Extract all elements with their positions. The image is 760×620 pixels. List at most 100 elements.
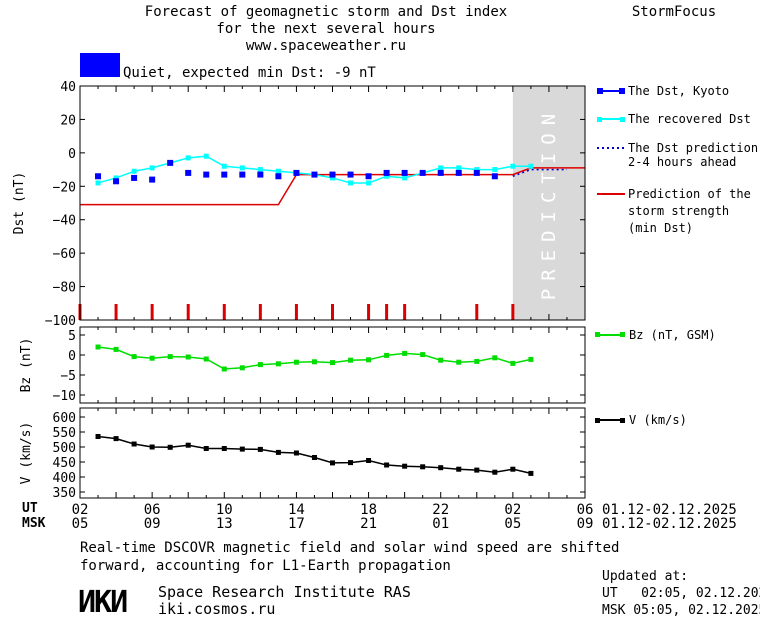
ut-tick-label: 06 [144,502,161,518]
dst-kyoto-point [401,169,408,176]
speed-point [492,469,498,475]
bz-y-tick-label: 5 [68,329,76,344]
legend-storm-label-1: Prediction of the [628,187,751,201]
msk-tick-label: 21 [360,516,377,532]
bz-point [239,365,245,371]
dst-y-tick-label: −40 [53,214,76,229]
speed-point [95,434,101,439]
dst-y-tick-label: 0 [68,147,76,162]
dst-panel: PREDICTION 40 20 0 −20 −40 −60 −80 −100 Dst (nT… [12,80,586,329]
bz-point [330,360,335,366]
dst-axis-label: Dst (nT) [12,172,27,235]
institute-site[interactable]: iki.cosmos.ru [158,600,275,618]
dst-kyoto-point [131,174,138,181]
status-label: Quiet, expected min Dst: -9 nT [123,65,376,81]
bz-point [203,356,209,362]
dst-kyoto-point [149,176,156,183]
dst-kyoto-point [257,171,264,178]
ut-tick-label: 22 [432,502,449,518]
dst-kyoto-point [347,171,354,178]
dst-recovered-point [438,165,444,171]
dst-recovered-point [149,165,155,171]
bz-point [402,350,408,356]
footer-note-line1: Real-time DSCOVR magnetic field and sola… [80,540,619,556]
msk-tick-label: 09 [577,516,594,532]
bz-point [275,361,281,367]
bz-point [293,359,299,365]
ut-tick-label: 14 [288,502,305,518]
status-color-swatch [80,53,120,77]
legend-dst-recovered-label: The recovered Dst [628,112,751,126]
dst-y-tick-label: −60 [53,247,76,262]
dst-recovered-point [95,180,101,186]
speed-point [384,462,390,468]
source-url[interactable]: www.spaceweather.ru [246,38,406,54]
legend-dst-kyoto-label: The Dst, Kyoto [628,84,729,98]
legend-item-dst-prediction: The Dst prediction 2-4 hours ahead [597,141,758,169]
dst-recovered-point [456,165,462,171]
bz-point [366,357,372,363]
speed-point [438,465,444,471]
legend-storm-label-3: (min Dst) [628,221,693,235]
dst-kyoto-point [239,171,246,178]
dst-recovered-point [113,175,119,181]
dst-kyoto-point [311,171,318,178]
bz-panel: 5 0 −5 −10 Bz (nT) [19,326,586,404]
bz-point [492,355,498,361]
speed-point [257,446,263,452]
speed-point [510,466,516,472]
brand-name: StormFocus [632,4,716,20]
bz-point [185,354,191,360]
msk-tick-label: 05 [72,516,89,532]
bz-axis-label: Bz (nT) [19,338,34,393]
dst-kyoto-point [203,171,210,178]
dst-kyoto-point [455,169,462,176]
dst-legend: The Dst, Kyoto The recovered Dst The Dst… [597,84,758,235]
speed-point [330,460,335,466]
iki-logo: ИКИ [78,585,127,620]
speed-point [366,458,372,463]
bz-series [95,344,534,372]
footer-note-line2: forward, accounting for L1-Earth propaga… [80,558,451,574]
dst-plot-frame [79,85,586,321]
speed-point [293,450,299,456]
updated-ut: UT 02:05, 02.12.2025 [602,586,760,601]
dst-kyoto-point [113,178,120,185]
ut-tick-label: 06 [577,502,594,518]
dst-recovered-point [239,165,245,171]
bz-point [438,357,444,363]
dst-prediction-line [512,168,567,177]
dst-y-tick-label: 40 [60,80,76,95]
institute-name: Space Research Institute RAS [158,583,411,601]
bz-point [528,356,534,362]
legend-item-dst-kyoto: The Dst, Kyoto [597,84,729,98]
legend-storm-label-2: storm strength [628,204,729,218]
speed-legend: V (km/s) [595,413,687,427]
dst-y-axis: 40 20 0 −20 −40 −60 −80 −100 [45,80,586,329]
dst-recovered-line [97,155,531,184]
chart-title-line1: Forecast of geomagnetic storm and Dst in… [145,4,507,20]
legend-bz-label: Bz (nT, GSM) [629,328,716,342]
bz-point [167,354,173,360]
msk-date-range: 01.12-02.12.2025 [602,516,737,532]
dst-recovered-point [131,168,137,174]
dst-y-tick-label: −20 [53,180,76,195]
dst-series [80,153,585,206]
speed-axis-label: V (km/s) [19,422,34,485]
ut-row-label: UT [22,501,38,516]
speed-point [456,466,462,472]
msk-tick-label: 01 [432,516,449,532]
dst-recovered-point [402,175,408,181]
bz-point [131,354,137,360]
bz-point [311,359,317,365]
ut-tick-label: 02 [504,502,521,518]
dst-recovered-point [221,163,227,169]
msk-tick-label: 17 [288,516,305,532]
bz-line [97,346,532,370]
bz-point [95,344,101,350]
dst-kyoto-point [419,169,426,176]
speed-point [239,446,245,452]
bz-y-tick-label: −10 [53,389,76,404]
dst-recovered-point [384,173,390,179]
